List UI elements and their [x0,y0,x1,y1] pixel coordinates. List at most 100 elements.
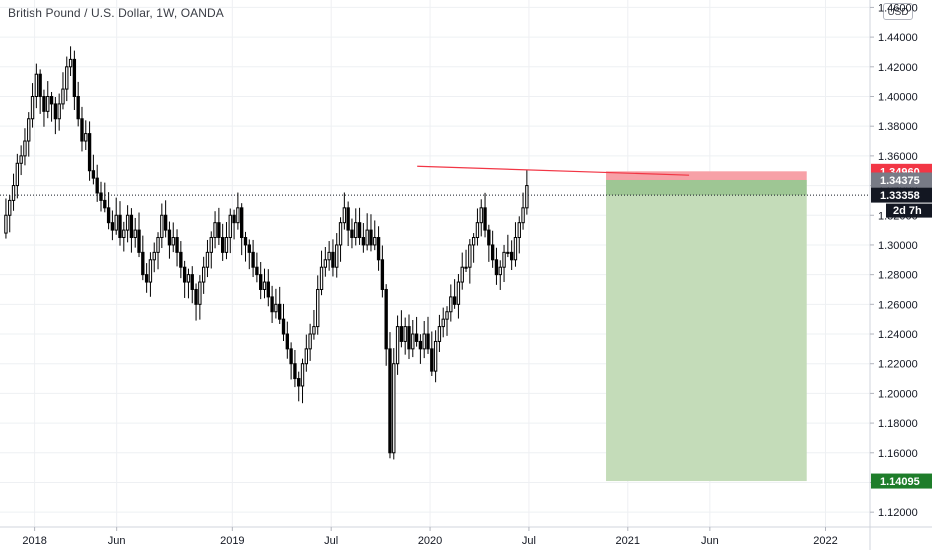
candle-body [201,266,206,283]
candle-body [247,244,251,253]
candle-body [494,259,499,276]
candle-body [42,95,46,112]
candle-body [376,237,381,261]
candle-body [99,192,103,201]
candle-body [163,214,168,231]
candle-body [521,207,525,224]
candle-body [217,222,221,239]
candle-body [437,326,442,342]
candle-body [407,326,411,350]
currency-button[interactable]: USD [883,3,913,20]
candle-body [224,237,229,253]
candle-body [213,222,217,239]
candle-body [350,229,354,239]
time-tick-label: Jun [701,535,719,547]
countdown-badge [886,203,932,218]
candle-body [118,214,122,239]
candle-body [57,103,61,120]
candle-body [384,288,388,350]
candle-body [46,95,50,112]
candle-body [175,237,179,253]
candle-body [525,185,529,209]
time-tick-label: Jul [324,535,338,547]
price-tick-label: 1.24000 [878,329,918,341]
candle-body [509,251,514,261]
candle-body [293,363,297,380]
drawings [0,165,870,196]
candle-body [228,214,232,239]
candle-body [232,214,236,224]
candle-body [304,348,309,365]
candle-body [259,274,263,290]
candle-body [68,58,73,68]
candle-body [392,363,396,454]
candle-body [361,237,366,246]
candle-body [479,207,483,224]
candle-body [19,155,23,164]
candle-body [331,251,335,268]
candle-body [106,207,111,224]
candle-body [95,177,99,194]
candle-body [285,333,289,350]
candle-body [251,251,255,268]
candle-body [274,303,278,313]
candle-body [91,170,96,179]
price-badge-text-last: 1.33358 [880,190,920,202]
candle-body [281,318,286,335]
candle-body [4,214,8,234]
price-tick-label: 1.26000 [878,299,918,311]
candle-body [87,133,92,172]
candle-body [15,162,20,187]
candle-body [8,199,12,216]
candle-body [441,318,445,328]
candle-body [395,326,400,365]
stop-loss-zone [606,171,807,180]
candle-body [388,348,392,454]
price-badge-entry [871,172,932,188]
candle-body [133,229,137,239]
candle-body [65,66,69,90]
price-axis: 1.120001.140001.160001.180001.200001.220… [869,0,918,550]
candle-body [297,378,301,387]
candle-body [80,118,84,142]
candle-body [365,229,369,246]
candle-body [148,259,153,283]
candle-body [426,333,430,350]
candle-body [49,95,54,105]
candle-body [430,348,434,372]
candle-body [483,207,487,231]
position-zones [606,171,807,482]
candle-body [103,199,107,209]
candle-body [137,229,141,253]
candle-body [179,251,183,268]
open-profit-zone [606,179,807,196]
price-tick-label: 1.42000 [878,62,918,74]
candle-body [323,259,328,268]
candle-body [110,222,115,231]
candle-body [198,281,202,305]
candle-body [144,274,149,283]
candle-body [373,237,377,246]
candle-body [357,222,362,239]
candle-body [114,214,118,231]
price-tick-label: 1.12000 [878,507,918,519]
candle-body [38,73,42,97]
time-tick-label: 2022 [813,535,837,547]
candle-body [411,333,415,350]
candle-body [335,244,339,268]
candle-body [464,266,468,269]
candle-body [498,266,502,276]
candle-body [76,95,80,120]
candle-body [471,237,476,246]
time-tick-label: Jul [522,535,536,547]
price-tick-label: 1.44000 [878,32,918,44]
candle-body [240,207,244,239]
candle-series [4,46,529,460]
candle-body [160,214,164,239]
candle-body [141,251,145,276]
candle-body [72,58,77,97]
time-tick-label: 2020 [418,535,442,547]
candle-body [270,296,274,313]
